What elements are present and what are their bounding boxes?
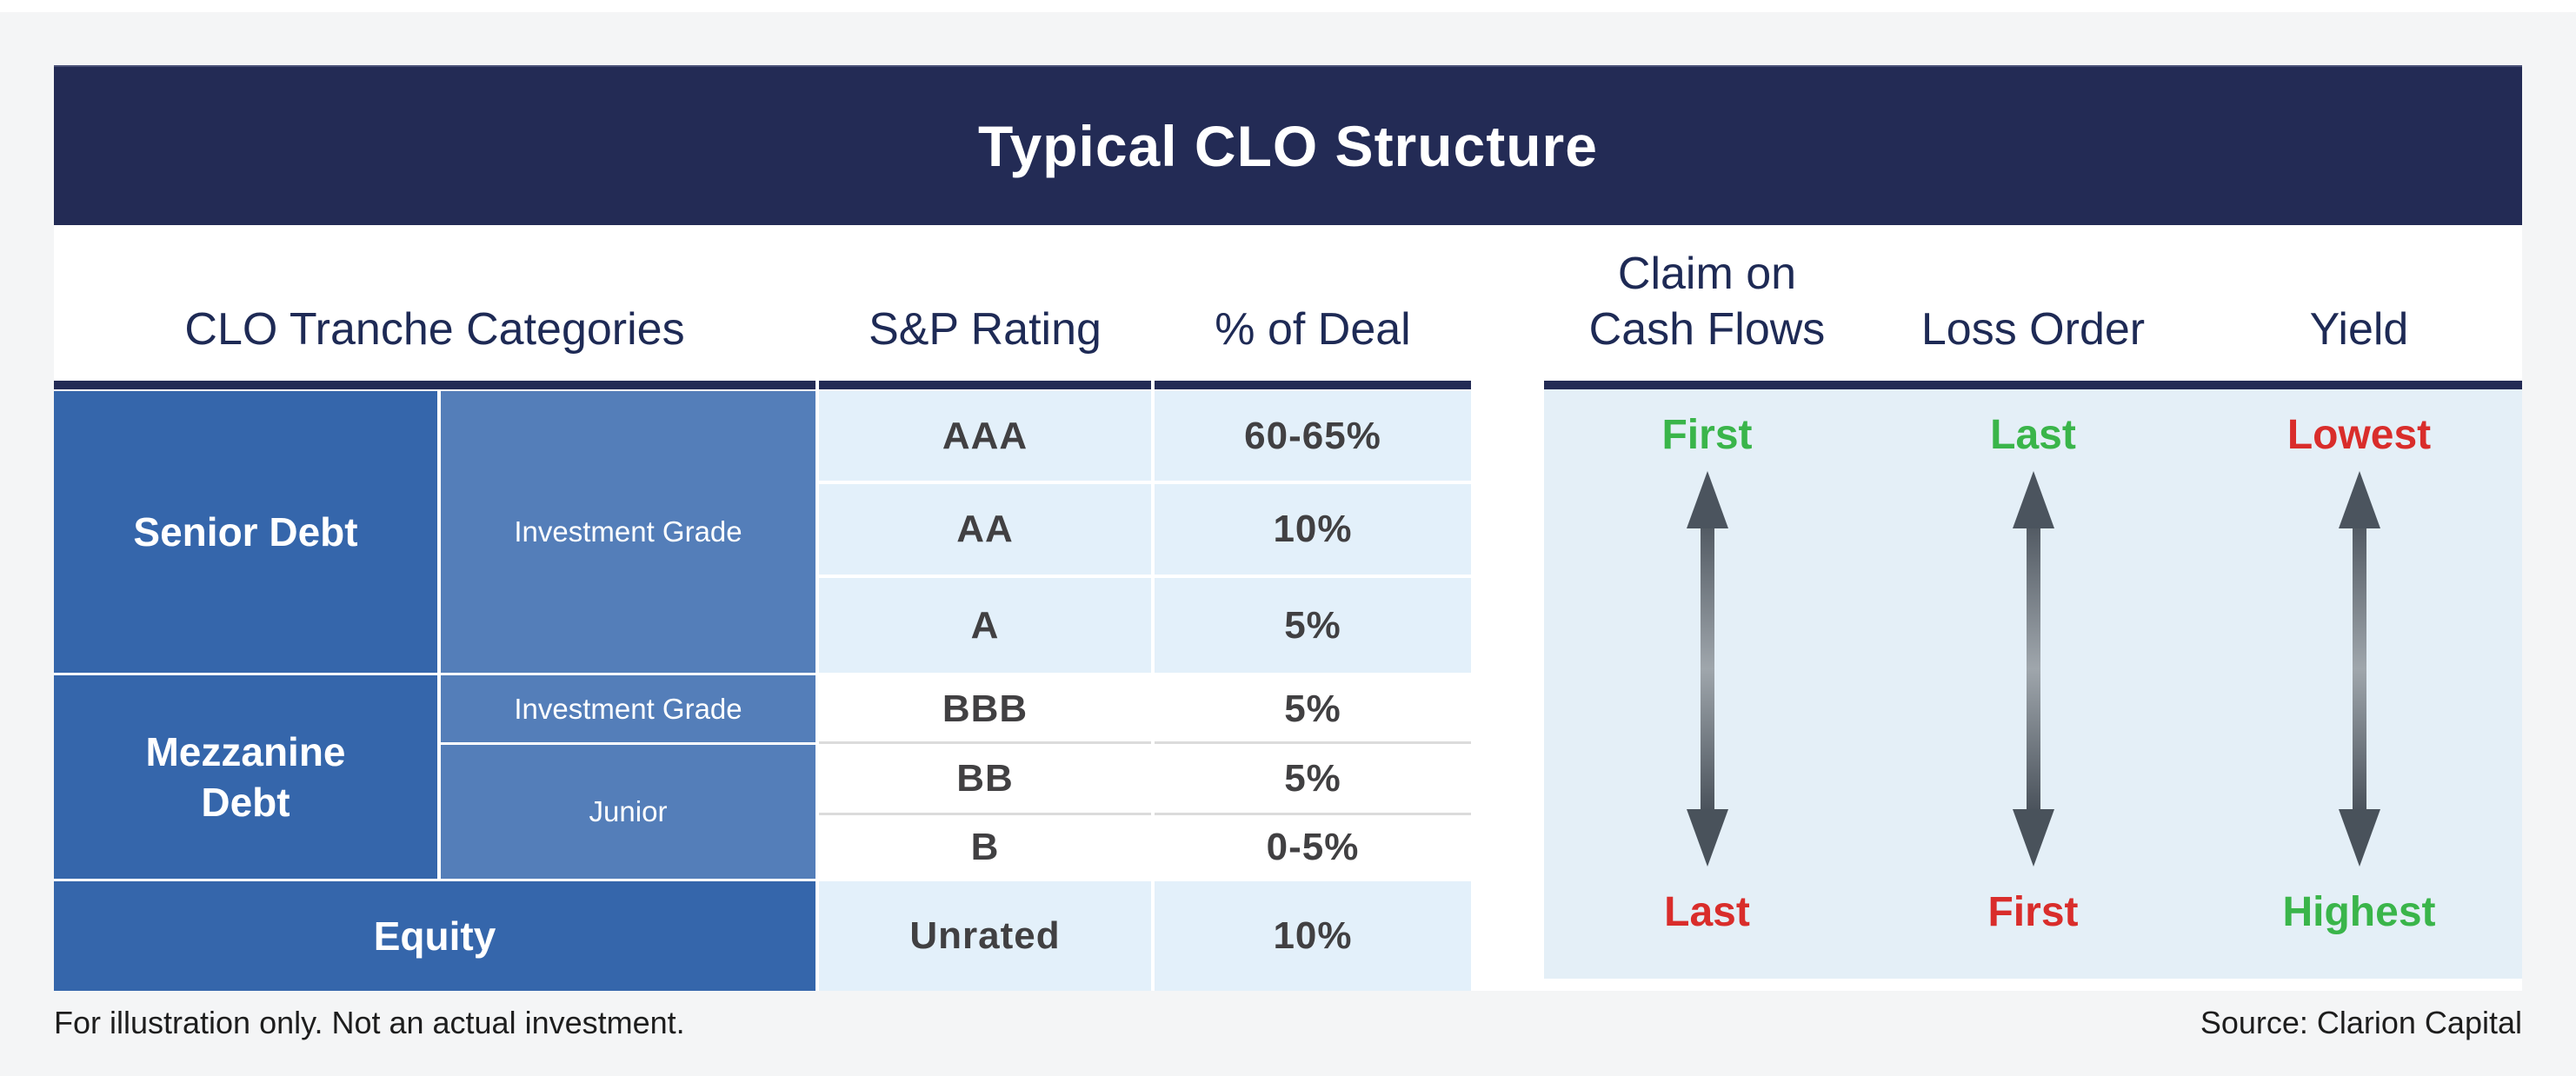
flow-top-label: Lowest — [2286, 412, 2432, 458]
pct-cell-bbb: 5% — [1155, 673, 1471, 741]
rating-cell-b: B — [819, 813, 1151, 879]
flow-column-claim-on-cash-flows: First Last — [1544, 389, 1870, 979]
arrow-down-head-icon — [1686, 809, 1728, 867]
arrow-shaft — [2026, 528, 2040, 809]
cell-senior-debt: Senior Debt — [54, 391, 437, 673]
source-text: Source: Clarion Capital — [2200, 1005, 2522, 1040]
header-clo-tranche-categories: CLO Tranche Categories — [184, 304, 685, 355]
flow-top-label: Last — [1990, 412, 2076, 458]
table-top-rule-categories — [54, 381, 815, 389]
flow-column-loss-order: Last First — [1870, 389, 2196, 979]
title-bar: Typical CLO Structure — [54, 65, 2522, 225]
double-arrow-icon — [1686, 471, 1728, 867]
double-arrow-icon — [2338, 471, 2380, 867]
pct-cell-aaa: 60-65% — [1155, 391, 1471, 481]
cell-mezzanine-investment-grade: Investment Grade — [441, 673, 815, 742]
flow-panel: First Last Last First Lowest Highest — [1544, 389, 2522, 979]
cell-mezzanine-junior: Junior — [441, 742, 815, 879]
flow-column-yield: Lowest Highest — [2196, 389, 2522, 979]
rating-cell-a: A — [819, 575, 1151, 673]
table-top-rule-panel — [1544, 381, 2522, 389]
arrow-down-head-icon — [2012, 809, 2054, 867]
pct-cell-b: 0-5% — [1155, 813, 1471, 879]
double-arrow-icon — [2012, 471, 2054, 867]
cell-mezzanine-debt: Mezzanine Debt — [54, 673, 437, 879]
table-top-rule-pct — [1155, 381, 1471, 389]
rating-cell-bb: BB — [819, 741, 1151, 813]
arrow-down-head-icon — [2338, 809, 2380, 867]
arrow-shaft — [1700, 528, 1714, 809]
header-pct-of-deal: % of Deal — [1215, 304, 1411, 355]
pct-cell-unrated: 10% — [1155, 879, 1471, 991]
rating-cell-bbb: BBB — [819, 673, 1151, 741]
flow-bottom-label: Last — [1664, 889, 1750, 935]
table-top-rule-rating — [819, 381, 1151, 389]
arrow-shaft — [2352, 528, 2366, 809]
flow-bottom-label: First — [1987, 889, 2079, 935]
pct-cell-a: 5% — [1155, 575, 1471, 673]
arrow-up-head-icon — [2012, 471, 2054, 528]
cell-equity: Equity — [54, 879, 815, 991]
flow-top-label: First — [1661, 412, 1753, 458]
header-loss-order: Loss Order — [1920, 304, 2146, 355]
arrow-up-head-icon — [2338, 471, 2380, 528]
pct-cell-bb: 5% — [1155, 741, 1471, 813]
rating-cell-aaa: AAA — [819, 391, 1151, 481]
arrow-up-head-icon — [1686, 471, 1728, 528]
pct-cell-aa: 10% — [1155, 481, 1471, 575]
header-claim-on-cash-flows: Claim on Cash Flows — [1588, 249, 1826, 355]
flow-bottom-label: Highest — [2282, 889, 2436, 935]
cell-senior-investment-grade: Investment Grade — [441, 391, 815, 673]
disclaimer-text: For illustration only. Not an actual inv… — [54, 1005, 685, 1040]
rating-cell-aa: AA — [819, 481, 1151, 575]
header-sp-rating: S&P Rating — [869, 304, 1102, 355]
header-yield: Yield — [2309, 304, 2409, 355]
page-title: Typical CLO Structure — [978, 114, 1598, 178]
rating-cell-unrated: Unrated — [819, 879, 1151, 991]
